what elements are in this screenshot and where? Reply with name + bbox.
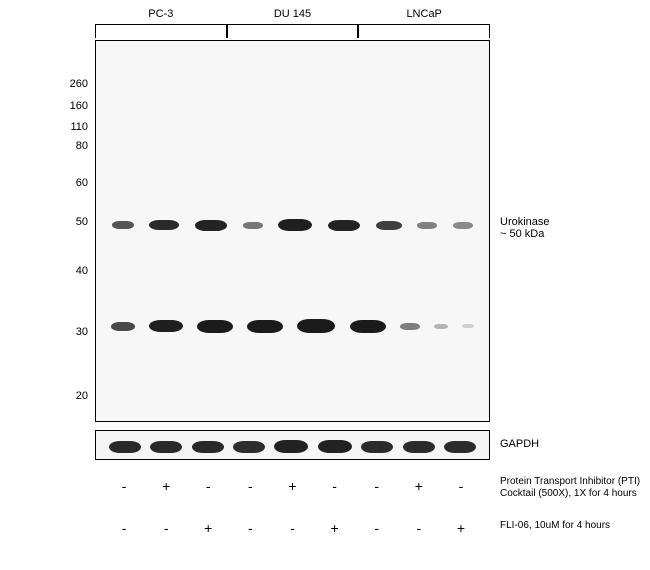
cell-line-label: PC-3	[95, 8, 227, 20]
band	[400, 323, 420, 330]
band-30kda-row	[96, 319, 489, 333]
band	[192, 441, 224, 453]
mw-marker: 160	[58, 100, 88, 112]
treatment-mark: -	[277, 520, 307, 536]
treatment-mark: -	[362, 520, 392, 536]
treatment-mark: -	[109, 520, 139, 536]
treatment-fli06-label: FLI-06, 10uM for 4 hours	[500, 520, 645, 532]
mw-marker: 20	[58, 390, 88, 402]
gapdh-band-row	[96, 440, 489, 453]
band	[150, 441, 182, 453]
gapdh-blot-panel	[95, 430, 490, 460]
band	[417, 222, 437, 229]
mw-marker: 260	[58, 78, 88, 90]
band	[403, 441, 435, 453]
treatment-mark: -	[109, 478, 139, 494]
treatment-mark: -	[446, 478, 476, 494]
treatment-mark: +	[404, 478, 434, 494]
cell-line-label: LNCaP	[358, 8, 490, 20]
band	[243, 222, 263, 229]
treatment-mark: +	[193, 520, 223, 536]
treatment-mark: +	[277, 478, 307, 494]
mw-marker: 50	[58, 216, 88, 228]
cell-line-labels: PC-3 DU 145 LNCaP	[95, 8, 490, 20]
treatment-mark: -	[320, 478, 350, 494]
bracket	[95, 24, 227, 38]
main-blot-panel	[95, 40, 490, 422]
bracket	[227, 24, 359, 38]
band	[328, 220, 360, 231]
mw-marker: 30	[58, 326, 88, 338]
mw-marker: 80	[58, 140, 88, 152]
band	[350, 320, 386, 333]
treatment-mark: -	[151, 520, 181, 536]
band	[197, 320, 233, 333]
band	[111, 322, 135, 331]
band	[376, 221, 402, 230]
band	[434, 324, 448, 329]
band	[109, 441, 141, 453]
treatment-mark: +	[320, 520, 350, 536]
mw-marker: 110	[58, 121, 88, 133]
treatment-mark: -	[235, 478, 265, 494]
band	[318, 440, 352, 453]
mw-marker: 60	[58, 177, 88, 189]
band	[462, 324, 474, 328]
treatment-mark: +	[151, 478, 181, 494]
treatment-mark: -	[235, 520, 265, 536]
protein-size: ~ 50 kDa	[500, 228, 550, 240]
treatment-mark: -	[193, 478, 223, 494]
gapdh-label: GAPDH	[500, 438, 539, 450]
treatment-pti-row: -+--+--+-	[95, 478, 490, 494]
protein-name: Urokinase	[500, 216, 550, 228]
band	[274, 440, 308, 453]
cell-line-label: DU 145	[227, 8, 359, 20]
treatment-mark: -	[362, 478, 392, 494]
bracket	[358, 24, 490, 38]
band	[453, 222, 473, 229]
band	[361, 441, 393, 453]
treatment-mark: +	[446, 520, 476, 536]
mw-marker: 40	[58, 265, 88, 277]
band	[278, 219, 312, 231]
band	[297, 319, 335, 333]
urokinase-band-row	[96, 219, 489, 231]
treatment-fli06-row: --+--+--+	[95, 520, 490, 536]
western-blot-figure: PC-3 DU 145 LNCaP Urokinase ~ 50 kDa GAP…	[0, 0, 650, 570]
band	[149, 320, 183, 332]
band	[444, 441, 476, 453]
cell-line-brackets	[95, 24, 490, 38]
band	[112, 221, 134, 229]
band	[247, 320, 283, 333]
urokinase-label: Urokinase ~ 50 kDa	[500, 216, 550, 240]
treatment-mark: -	[404, 520, 434, 536]
treatment-pti-label: Protein Transport Inhibitor (PTI) Cockta…	[500, 476, 645, 500]
band	[149, 220, 179, 230]
band	[233, 441, 265, 453]
band	[195, 220, 227, 231]
